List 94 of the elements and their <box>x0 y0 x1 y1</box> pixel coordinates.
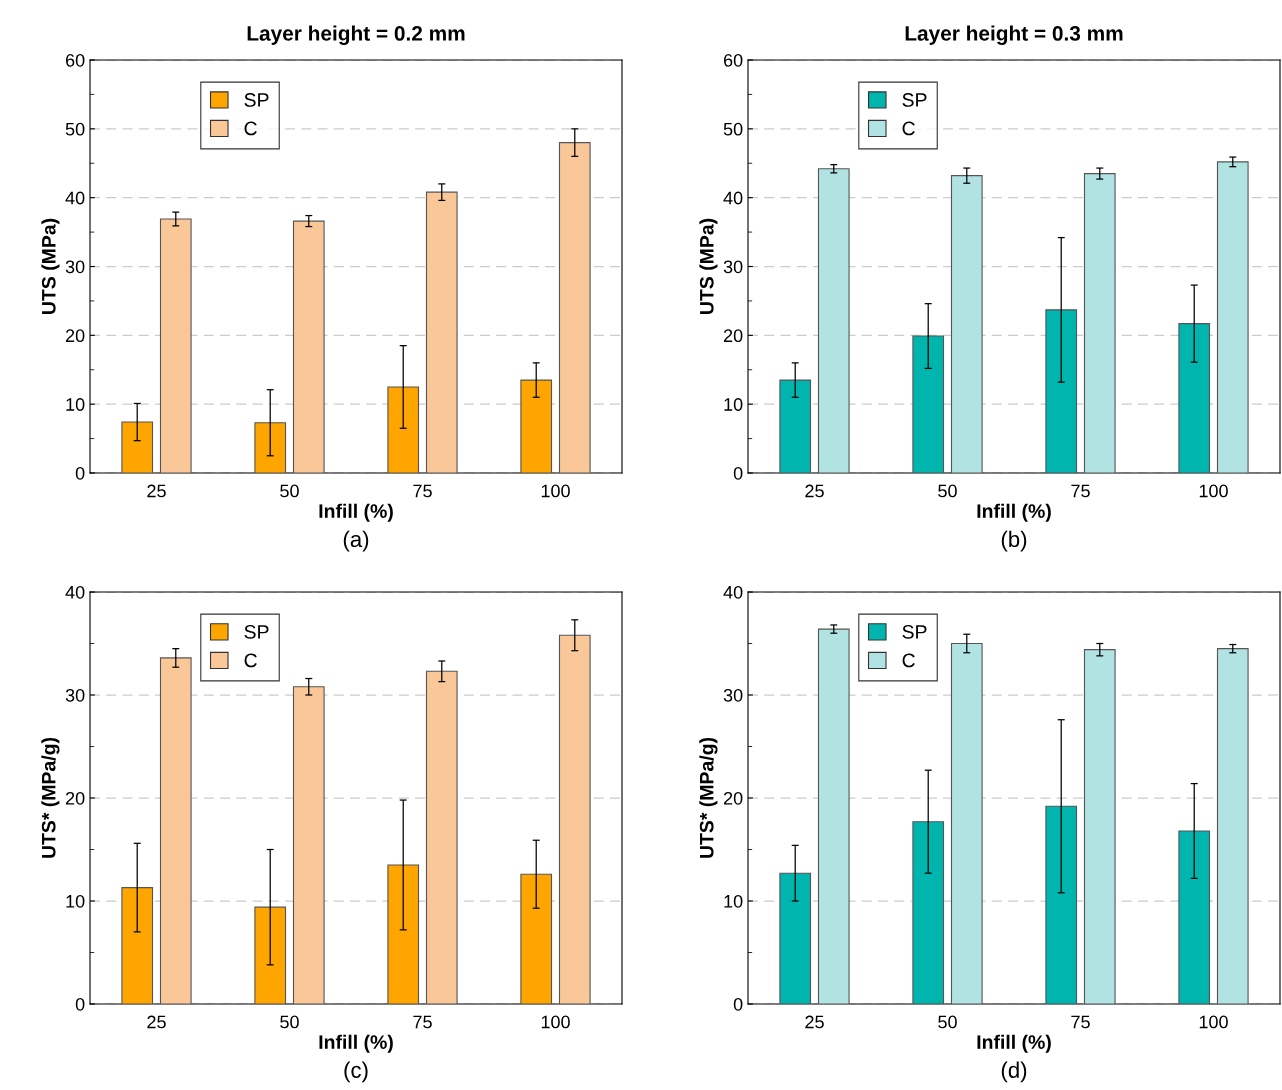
bar <box>779 872 812 1004</box>
legend-label: SP <box>244 625 269 639</box>
y-axis-title: UTS* (MPa/g) <box>699 737 718 858</box>
y-tick-label: 10 <box>66 398 85 411</box>
legend-label: C <box>244 121 257 136</box>
y-tick-label: 10 <box>724 398 743 411</box>
bar <box>912 335 945 473</box>
y-tick-label: 60 <box>723 53 743 67</box>
bar <box>817 168 850 473</box>
bar <box>1216 161 1249 473</box>
bar <box>520 379 553 473</box>
bar <box>950 175 983 473</box>
y-tick-label: 40 <box>723 191 743 205</box>
y-tick-label: 40 <box>65 191 85 205</box>
bar <box>387 386 420 473</box>
bar <box>254 422 287 473</box>
y-axis-title: UTS (MPa) <box>699 218 718 314</box>
x-tick-label: 50 <box>938 1015 957 1029</box>
bar <box>558 142 591 473</box>
bar <box>779 379 812 473</box>
bar <box>1083 173 1116 473</box>
bar <box>1045 309 1078 473</box>
bar <box>121 887 154 1004</box>
x-tick-label: 50 <box>280 484 299 498</box>
x-tick-label: 25 <box>805 1015 824 1029</box>
y-tick-label: 20 <box>65 329 85 343</box>
chart-title: Layer height = 0.3 mm <box>905 25 1123 45</box>
bar <box>425 191 458 473</box>
x-tick-label: 50 <box>280 1015 299 1029</box>
x-axis-title: Infill (%) <box>319 503 393 522</box>
text: (b) <box>1001 530 1027 552</box>
x-tick-label: 25 <box>147 484 166 498</box>
y-tick-label: 40 <box>65 585 85 599</box>
y-tick-label: 0 <box>75 466 85 480</box>
bar <box>950 642 983 1004</box>
x-tick-label: 75 <box>413 484 432 498</box>
text: (c) <box>344 1061 368 1083</box>
x-tick-label: 100 <box>541 1015 570 1029</box>
bar <box>159 218 192 473</box>
x-tick-label: 25 <box>805 484 824 498</box>
x-axis-title: Infill (%) <box>977 1034 1051 1053</box>
y-tick-label: 20 <box>723 791 743 805</box>
x-tick-label: 100 <box>1199 484 1228 498</box>
bar <box>1178 830 1211 1004</box>
x-tick-label: 50 <box>938 484 957 498</box>
x-tick-label: 100 <box>541 484 570 498</box>
y-tick-label: 20 <box>723 329 743 343</box>
bar <box>292 220 325 473</box>
bar <box>121 421 154 473</box>
legend-label: C <box>244 653 257 668</box>
bar <box>425 670 458 1004</box>
x-axis-title: Infill (%) <box>319 1034 393 1053</box>
bar <box>558 634 591 1004</box>
bar <box>912 821 945 1004</box>
x-tick-label: 75 <box>1071 484 1090 498</box>
y-tick-label: 60 <box>65 53 85 67</box>
text: (d) <box>1001 1061 1027 1083</box>
chart-title: Layer height = 0.2 mm <box>247 25 465 45</box>
bar <box>387 864 420 1004</box>
legend-label: C <box>902 653 915 668</box>
x-tick-label: 100 <box>1199 1015 1228 1029</box>
x-tick-label: 75 <box>1071 1015 1090 1029</box>
y-tick-label: 30 <box>723 260 743 274</box>
y-tick-label: 30 <box>65 260 85 274</box>
legend-label: SP <box>244 93 269 107</box>
bar <box>1083 649 1116 1004</box>
bar <box>520 873 553 1004</box>
x-tick-label: 25 <box>147 1015 166 1029</box>
bar <box>1178 323 1211 473</box>
text: (a) <box>343 530 369 552</box>
y-tick-label: 30 <box>723 688 743 702</box>
bar <box>817 628 850 1004</box>
y-tick-label: 0 <box>75 997 85 1011</box>
y-axis-title: UTS (MPa) <box>41 218 60 314</box>
y-tick-label: 50 <box>723 122 743 136</box>
x-tick-label: 75 <box>413 1015 432 1029</box>
y-tick-label: 40 <box>723 585 743 599</box>
y-tick-label: 10 <box>724 894 743 908</box>
legend-label: SP <box>902 93 927 107</box>
y-tick-label: 20 <box>65 791 85 805</box>
y-tick-label: 10 <box>66 894 85 908</box>
y-axis-title: UTS* (MPa/g) <box>41 737 60 858</box>
bar <box>292 686 325 1004</box>
bar <box>159 657 192 1004</box>
y-tick-label: 30 <box>65 688 85 702</box>
bar <box>254 906 287 1004</box>
y-tick-label: 0 <box>733 997 743 1011</box>
legend-label: C <box>902 121 915 136</box>
bar <box>1045 805 1078 1004</box>
bar <box>1216 648 1249 1004</box>
legend-label: SP <box>902 625 927 639</box>
y-tick-label: 0 <box>733 466 743 480</box>
y-tick-label: 50 <box>65 122 85 136</box>
x-axis-title: Infill (%) <box>977 503 1051 522</box>
